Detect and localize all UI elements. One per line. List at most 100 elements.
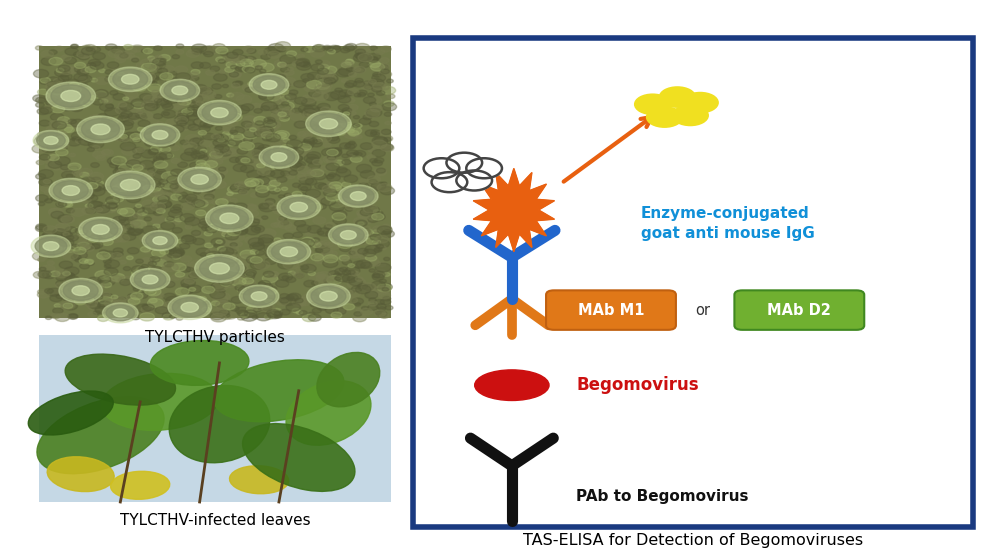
Circle shape: [231, 277, 247, 286]
Circle shape: [345, 239, 357, 245]
Circle shape: [118, 102, 127, 107]
Circle shape: [250, 179, 263, 186]
Circle shape: [169, 315, 176, 319]
Circle shape: [343, 45, 355, 51]
Circle shape: [254, 131, 263, 136]
Circle shape: [142, 239, 150, 244]
Circle shape: [80, 224, 90, 230]
Circle shape: [380, 64, 389, 69]
Circle shape: [130, 134, 141, 140]
Circle shape: [192, 145, 207, 154]
Circle shape: [68, 314, 79, 319]
Circle shape: [367, 155, 376, 159]
Circle shape: [75, 187, 90, 196]
Circle shape: [308, 312, 315, 316]
Circle shape: [338, 127, 345, 131]
Circle shape: [372, 136, 388, 145]
Circle shape: [371, 130, 380, 135]
Circle shape: [178, 167, 222, 192]
Circle shape: [239, 190, 248, 195]
Circle shape: [192, 49, 202, 54]
Circle shape: [257, 145, 271, 152]
Circle shape: [186, 97, 198, 105]
Circle shape: [268, 164, 275, 168]
Circle shape: [295, 58, 309, 67]
Circle shape: [177, 101, 186, 106]
Circle shape: [345, 83, 354, 88]
Circle shape: [326, 174, 334, 179]
Circle shape: [156, 209, 165, 214]
Circle shape: [229, 263, 240, 269]
Circle shape: [109, 310, 116, 314]
Circle shape: [88, 140, 103, 149]
Circle shape: [347, 88, 359, 95]
Circle shape: [366, 255, 377, 261]
Circle shape: [342, 108, 352, 113]
Circle shape: [326, 299, 340, 306]
Circle shape: [326, 230, 339, 238]
Circle shape: [214, 173, 225, 179]
Circle shape: [338, 185, 378, 207]
Circle shape: [312, 308, 321, 313]
Circle shape: [189, 271, 202, 278]
Circle shape: [334, 160, 344, 165]
Circle shape: [146, 75, 159, 82]
Circle shape: [359, 118, 371, 125]
Circle shape: [296, 273, 304, 278]
Circle shape: [229, 121, 238, 126]
Circle shape: [328, 271, 339, 277]
Circle shape: [55, 304, 61, 307]
Circle shape: [202, 103, 237, 122]
Circle shape: [312, 159, 322, 165]
Circle shape: [238, 65, 248, 71]
Circle shape: [325, 167, 332, 170]
Circle shape: [73, 170, 83, 176]
Circle shape: [107, 208, 116, 212]
Circle shape: [67, 67, 79, 73]
Circle shape: [180, 178, 191, 184]
Circle shape: [359, 201, 372, 209]
Circle shape: [131, 219, 147, 228]
Circle shape: [87, 302, 97, 307]
Circle shape: [201, 197, 214, 204]
Circle shape: [206, 226, 218, 233]
Circle shape: [378, 131, 384, 135]
Circle shape: [261, 288, 275, 296]
Circle shape: [335, 268, 345, 274]
Circle shape: [74, 252, 87, 259]
Circle shape: [159, 179, 168, 184]
Circle shape: [116, 221, 126, 226]
Circle shape: [253, 291, 267, 299]
Circle shape: [181, 279, 196, 287]
Circle shape: [234, 203, 248, 211]
Circle shape: [83, 222, 91, 228]
Circle shape: [296, 62, 311, 70]
Circle shape: [385, 112, 392, 116]
Circle shape: [118, 276, 134, 285]
Circle shape: [298, 192, 306, 197]
Circle shape: [112, 186, 119, 190]
FancyBboxPatch shape: [39, 335, 391, 502]
Circle shape: [53, 229, 68, 237]
Circle shape: [125, 219, 132, 222]
Circle shape: [219, 289, 225, 292]
Circle shape: [339, 90, 352, 97]
Circle shape: [300, 265, 308, 269]
Circle shape: [171, 100, 186, 108]
Circle shape: [255, 128, 270, 137]
Circle shape: [263, 119, 272, 124]
Circle shape: [267, 239, 311, 264]
Circle shape: [150, 81, 157, 85]
Circle shape: [54, 235, 64, 240]
Circle shape: [365, 291, 378, 299]
Circle shape: [281, 96, 290, 101]
Circle shape: [246, 124, 253, 128]
Circle shape: [218, 255, 233, 263]
Circle shape: [200, 169, 214, 177]
Circle shape: [242, 121, 252, 127]
Circle shape: [149, 65, 159, 71]
Circle shape: [329, 182, 342, 189]
Circle shape: [47, 144, 58, 150]
Circle shape: [298, 183, 311, 191]
Circle shape: [372, 196, 380, 201]
